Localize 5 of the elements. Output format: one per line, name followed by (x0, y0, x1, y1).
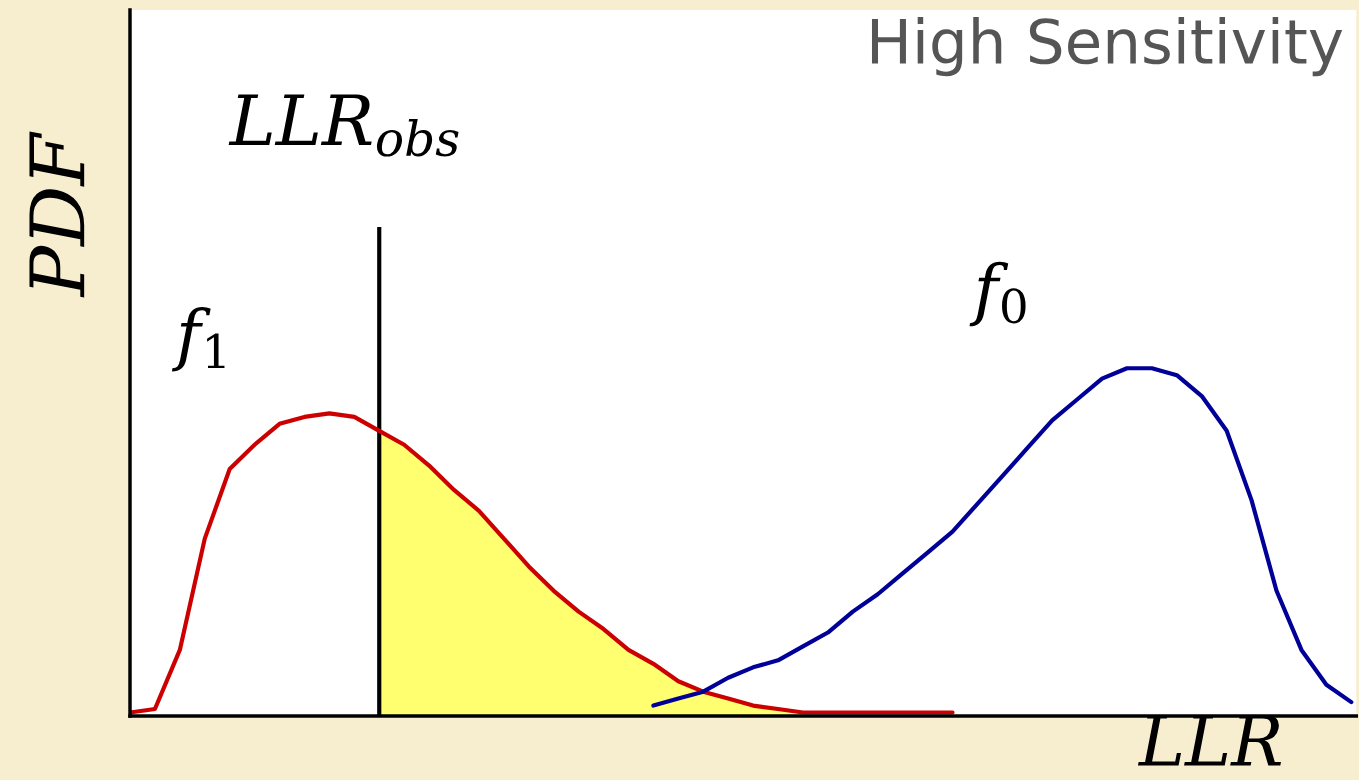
series-label: f$_{1}$ (172, 307, 225, 372)
text: LLR$_{obs}$ (228, 94, 459, 157)
chart-title: High Sensitivity (871, 17, 1343, 77)
y-axis-title: PDF (29, 131, 85, 298)
series-label: f$_{0}$ (969, 261, 1026, 327)
